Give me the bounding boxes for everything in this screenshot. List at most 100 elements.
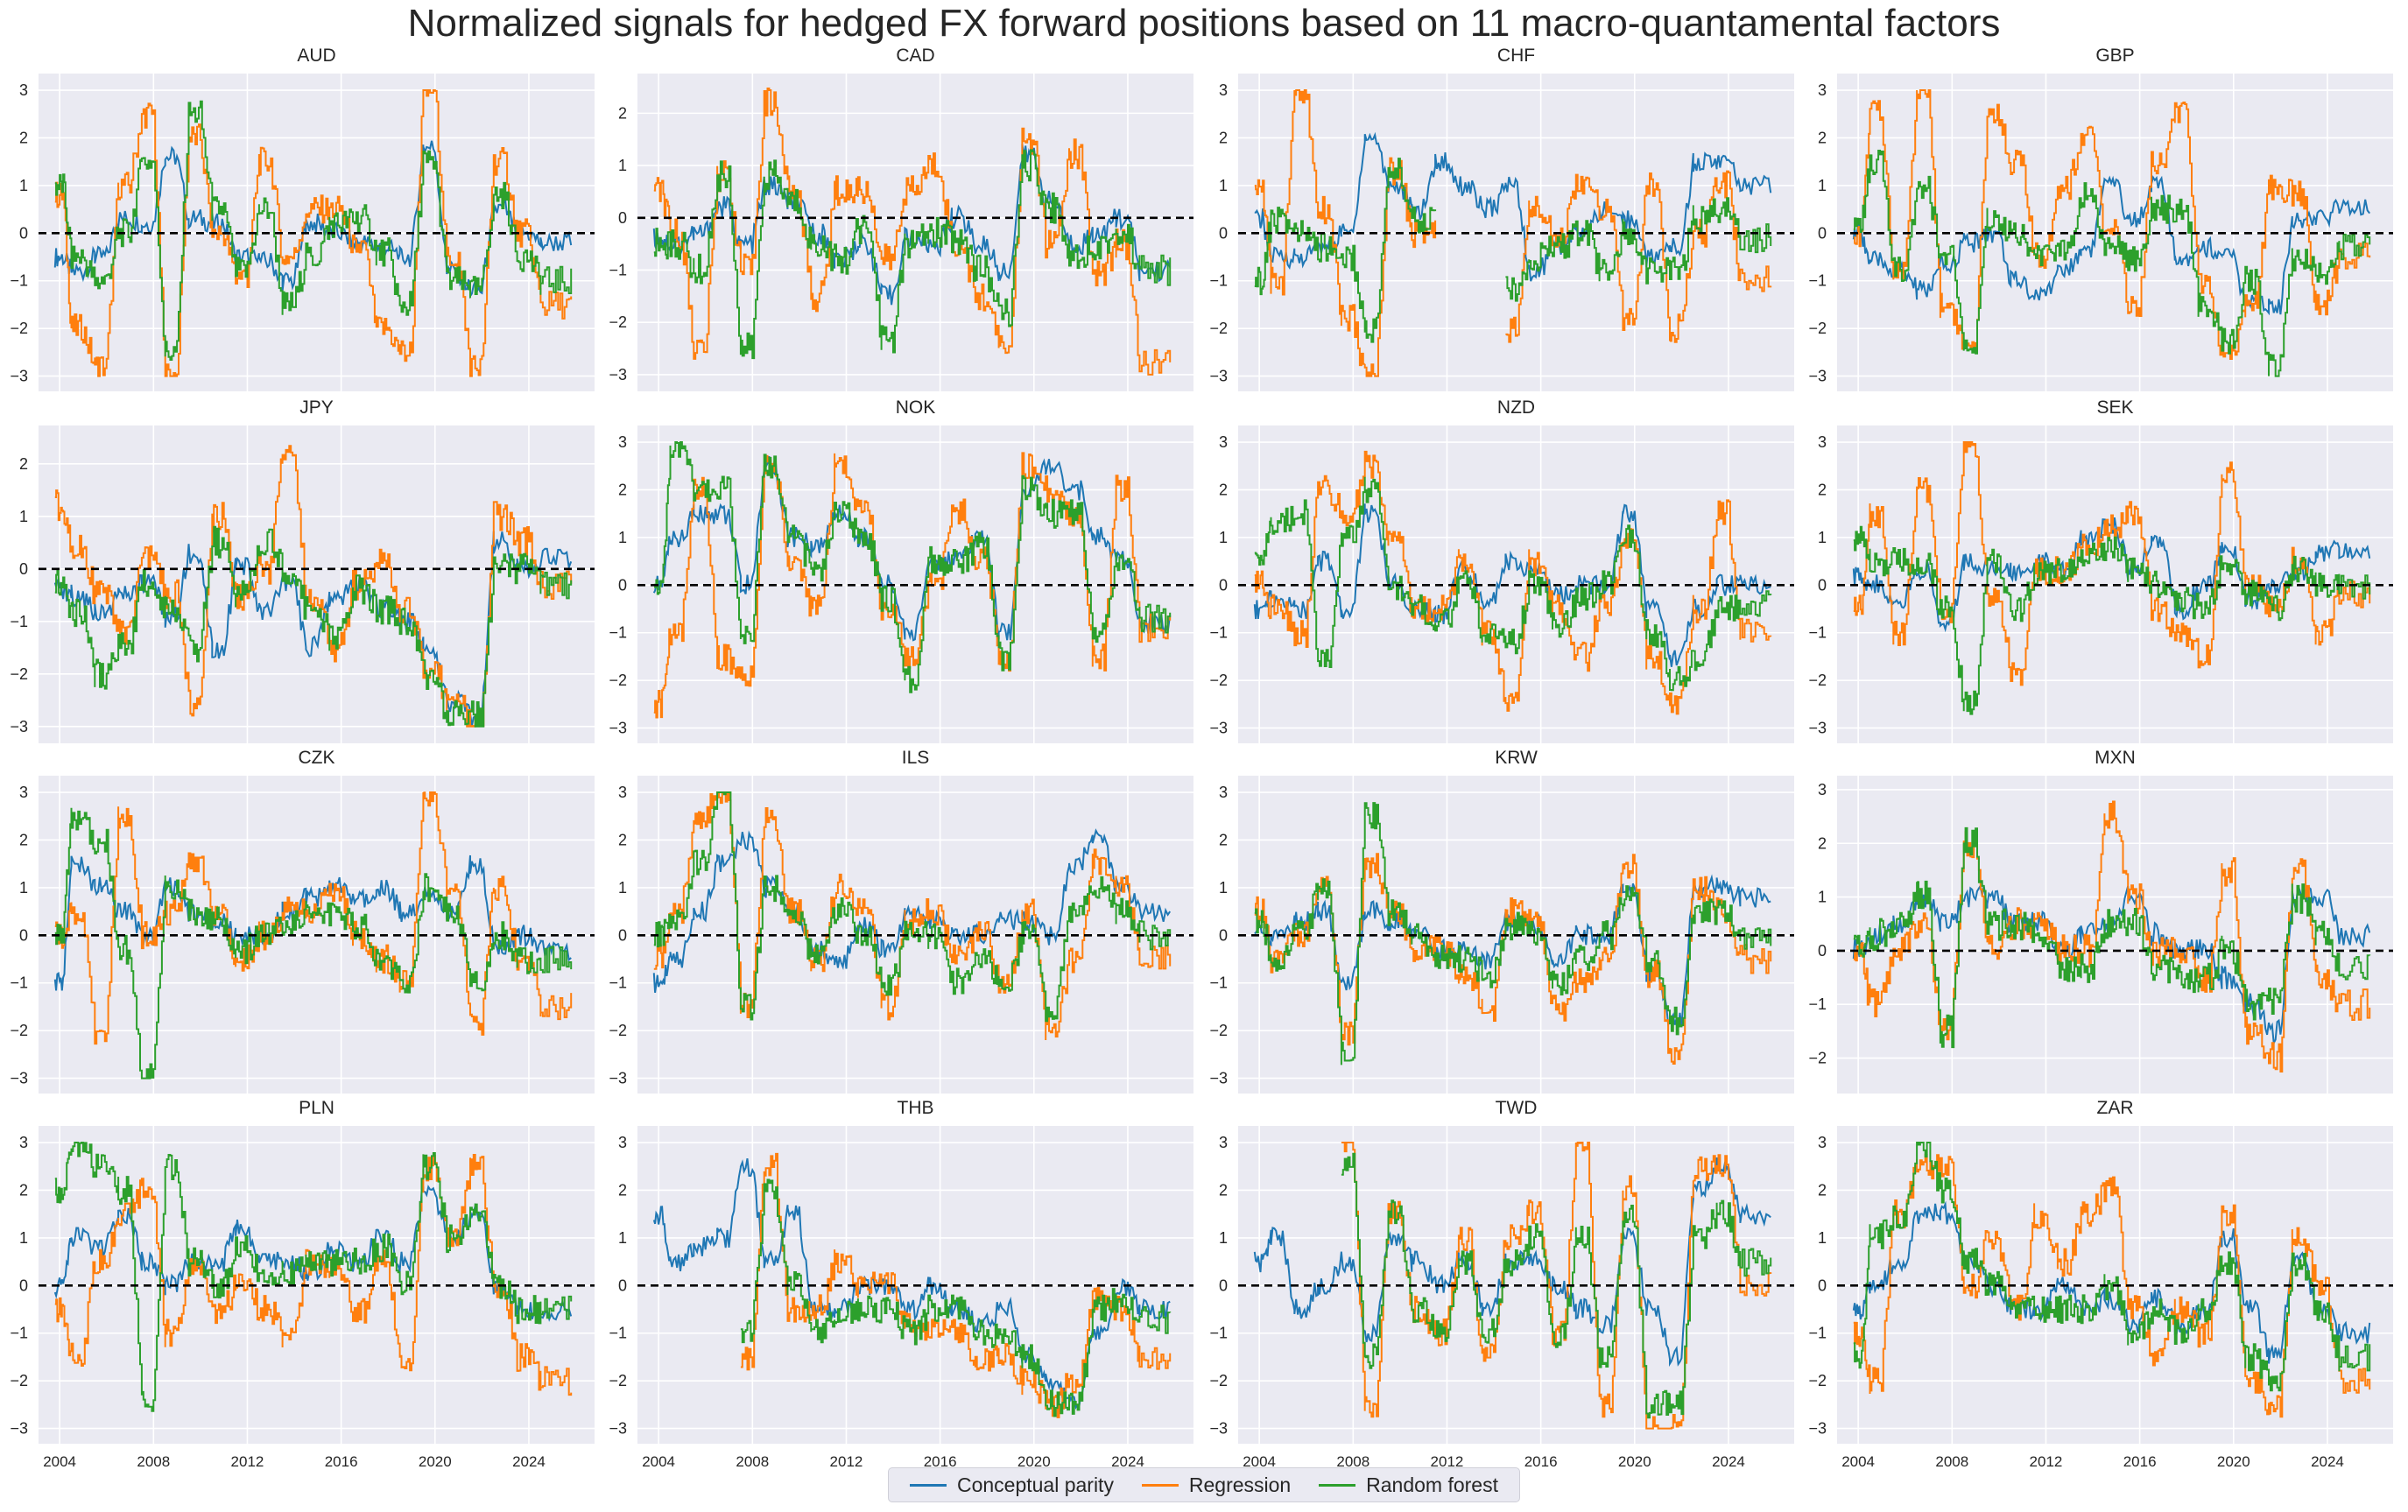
x-tick-label: 2008 [1935,1453,1968,1470]
y-tick-label: −2 [1808,1372,1827,1389]
y-tick-label: −3 [10,1070,28,1087]
panel-title: SEK [2096,397,2133,418]
y-tick-label: −2 [609,1022,627,1039]
x-tick-label: 2016 [2123,1453,2157,1470]
y-tick-label: −3 [10,1420,28,1438]
y-tick-label: −1 [1209,974,1228,992]
panel-title: CAD [896,46,934,66]
y-tick-label: −3 [1209,1420,1228,1438]
y-tick-label: −3 [10,368,28,385]
panel-title: THB [898,1098,934,1118]
y-tick-label: 2 [1818,129,1827,146]
x-tick-label: 2024 [1111,1453,1144,1470]
series-line-regression [1853,89,2371,360]
panel-title: ZAR [2097,1098,2134,1118]
panel-title: AUD [297,46,335,66]
legend-item-conceptual-parity: Conceptual parity [909,1473,1114,1497]
panel-title: MXN [2095,748,2136,768]
legend-label: Regression [1188,1473,1292,1496]
y-tick-label: −3 [1209,368,1228,385]
y-tick-label: 3 [19,784,28,801]
y-tick-label: 3 [618,784,627,801]
y-tick-label: 2 [19,455,28,473]
y-tick-label: 0 [19,560,28,578]
y-tick-label: 2 [19,831,28,848]
y-tick-label: 1 [1219,879,1228,897]
y-tick-label: −3 [609,1420,627,1438]
legend-swatch-blue [909,1483,947,1487]
y-tick-label: 2 [1818,481,1827,498]
y-tick-label: 3 [1818,433,1827,451]
y-tick-label: 0 [1219,926,1228,944]
y-tick-label: −1 [1808,272,1827,290]
panel-aud: AUD −3 −2 −1 0 1 2 3 [10,46,595,391]
y-tick-label: 3 [1219,433,1228,451]
x-tick-label: 2012 [2030,1453,2063,1470]
series-line-random-forest [54,525,573,728]
x-tick-label: 2004 [1841,1453,1875,1470]
series-line-regression [54,89,573,377]
y-tick-label: 1 [618,879,627,897]
series-line-random-forest [1853,826,2371,1049]
y-tick-label: 1 [1219,177,1228,194]
y-tick-label: −2 [1808,672,1827,689]
y-tick-label: 0 [618,1276,627,1294]
series-line-random-forest [54,100,573,361]
series-line-conceptual-parity [652,455,1172,642]
y-tick-label: 0 [1219,576,1228,594]
y-tick-label: 2 [618,104,627,122]
y-tick-label: 2 [19,1181,28,1199]
y-tick-label: 3 [618,1134,627,1151]
y-tick-label: −1 [609,261,627,278]
x-tick-label: 2004 [43,1453,76,1470]
series-line-random-forest [1853,150,2371,377]
panel-sek: SEK −3 −2 −1 0 1 2 3 [1808,397,2393,743]
y-tick-label: 1 [618,529,627,546]
y-tick-label: −1 [609,624,627,642]
series-line-random-forest [653,791,1172,1023]
y-tick-label: −2 [10,1372,28,1389]
y-tick-label: −1 [10,272,28,290]
panel-nok: NOK −3 −2 −1 0 1 2 3 [609,397,1193,743]
series-line-random-forest [1853,525,2371,715]
y-tick-label: −2 [1808,320,1827,337]
series-line-conceptual-parity [652,144,1172,306]
y-tick-label: −1 [10,613,28,630]
plot-area [1837,776,2393,1094]
panel-thb: THB 2004 2008 2012 2016 2020 2024 −3 −2 −1 0 1 2 3 [609,1098,1193,1470]
y-tick-label: −2 [1808,1050,1827,1067]
panel-pln: PLN 2004 2008 2012 2016 2020 2024 −3 −2 −1 0 1 2 3 [10,1098,595,1470]
y-tick-label: 0 [1818,942,1827,960]
y-tick-label: −3 [609,1070,627,1087]
legend-item-random-forest: Random forest [1319,1473,1498,1497]
y-tick-label: −1 [1808,1325,1827,1342]
legend-label: Conceptual parity [956,1473,1114,1496]
y-tick-label: 2 [1219,1181,1228,1199]
x-tick-label: 2020 [2217,1453,2250,1470]
y-tick-label: −2 [1209,320,1228,337]
y-tick-label: 1 [1219,1229,1228,1247]
x-tick-label: 2012 [1431,1453,1464,1470]
y-tick-label: −2 [1209,1022,1228,1039]
panel-title: JPY [299,397,334,418]
x-tick-label: 2020 [419,1453,452,1470]
x-tick-label: 2024 [512,1453,546,1470]
legend-swatch-orange [1141,1483,1179,1487]
series-line-regression [1254,450,1772,715]
y-tick-label: 1 [1818,529,1827,546]
y-tick-label: 1 [1818,1229,1827,1247]
x-tick-label: 2016 [1524,1453,1558,1470]
x-tick-label: 2004 [642,1453,675,1470]
series-line-random-forest [653,441,1172,693]
y-tick-label: −3 [1808,368,1827,385]
y-tick-label: 3 [1818,1134,1827,1151]
y-tick-label: −2 [1209,1372,1228,1389]
panel-gbp: GBP −3 −2 −1 0 1 2 3 [1808,46,2393,391]
panel-czk: CZK −3 −2 −1 0 1 2 3 [10,748,595,1094]
series-line-regression [653,88,1172,376]
y-tick-label: −1 [10,1325,28,1342]
y-tick-label: 3 [19,1134,28,1151]
panel-title: GBP [2095,46,2134,66]
series-line-conceptual-parity [1253,503,1771,667]
y-tick-label: −2 [10,320,28,337]
